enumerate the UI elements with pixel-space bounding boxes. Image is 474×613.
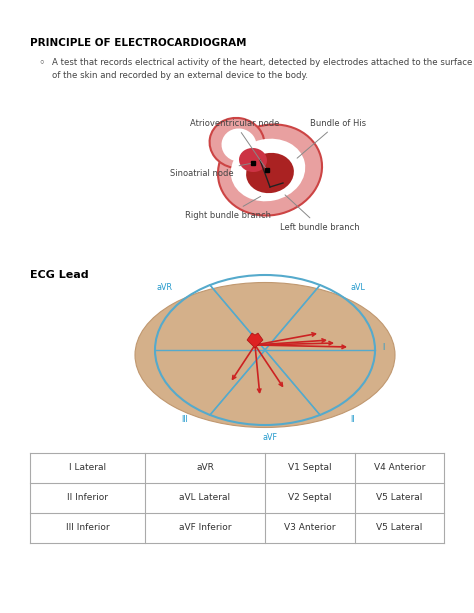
Text: I Lateral: I Lateral	[69, 463, 106, 473]
Ellipse shape	[231, 139, 305, 201]
Text: V1 Septal: V1 Septal	[288, 463, 332, 473]
Text: Sinoatrial node: Sinoatrial node	[170, 164, 250, 178]
Text: Left bundle branch: Left bundle branch	[280, 195, 360, 232]
Text: Bundle of His: Bundle of His	[297, 118, 366, 158]
Text: aVR: aVR	[196, 463, 214, 473]
Text: PRINCIPLE OF ELECTROCARDIOGRAM: PRINCIPLE OF ELECTROCARDIOGRAM	[30, 38, 246, 48]
Text: Right bundle branch: Right bundle branch	[185, 196, 271, 219]
Text: III Inferior: III Inferior	[66, 524, 109, 533]
Text: aVL: aVL	[351, 283, 365, 292]
Text: aVF Inferior: aVF Inferior	[179, 524, 231, 533]
Text: aVL Lateral: aVL Lateral	[180, 493, 230, 503]
Ellipse shape	[221, 129, 256, 162]
Ellipse shape	[210, 118, 264, 168]
Polygon shape	[247, 333, 263, 348]
Text: ECG Lead: ECG Lead	[30, 270, 89, 280]
Text: V5 Lateral: V5 Lateral	[376, 493, 423, 503]
Text: III: III	[182, 416, 188, 424]
Text: V4 Anterior: V4 Anterior	[374, 463, 425, 473]
Text: ◦: ◦	[38, 58, 45, 68]
Text: V2 Septal: V2 Septal	[288, 493, 332, 503]
Text: Atrioventricular node: Atrioventricular node	[190, 118, 279, 168]
Text: II Inferior: II Inferior	[67, 493, 108, 503]
Text: aVR: aVR	[157, 283, 173, 292]
Text: A test that records electrical activity of the heart, detected by electrodes att: A test that records electrical activity …	[52, 58, 473, 67]
Ellipse shape	[239, 148, 267, 172]
Text: I: I	[382, 343, 384, 351]
Ellipse shape	[246, 153, 294, 193]
Text: V3 Anterior: V3 Anterior	[284, 524, 336, 533]
Ellipse shape	[135, 283, 395, 427]
Text: V5 Lateral: V5 Lateral	[376, 524, 423, 533]
Text: of the skin and recorded by an external device to the body.: of the skin and recorded by an external …	[52, 71, 308, 80]
Ellipse shape	[218, 124, 322, 216]
Text: aVF: aVF	[263, 433, 277, 441]
Text: II: II	[351, 416, 355, 424]
